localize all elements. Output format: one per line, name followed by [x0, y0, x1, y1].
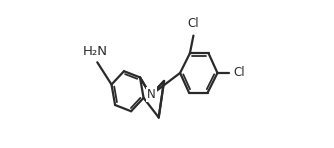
Text: N: N	[147, 88, 156, 101]
Text: Cl: Cl	[188, 17, 199, 30]
Text: H₂N: H₂N	[83, 45, 108, 58]
Text: Cl: Cl	[233, 66, 245, 79]
